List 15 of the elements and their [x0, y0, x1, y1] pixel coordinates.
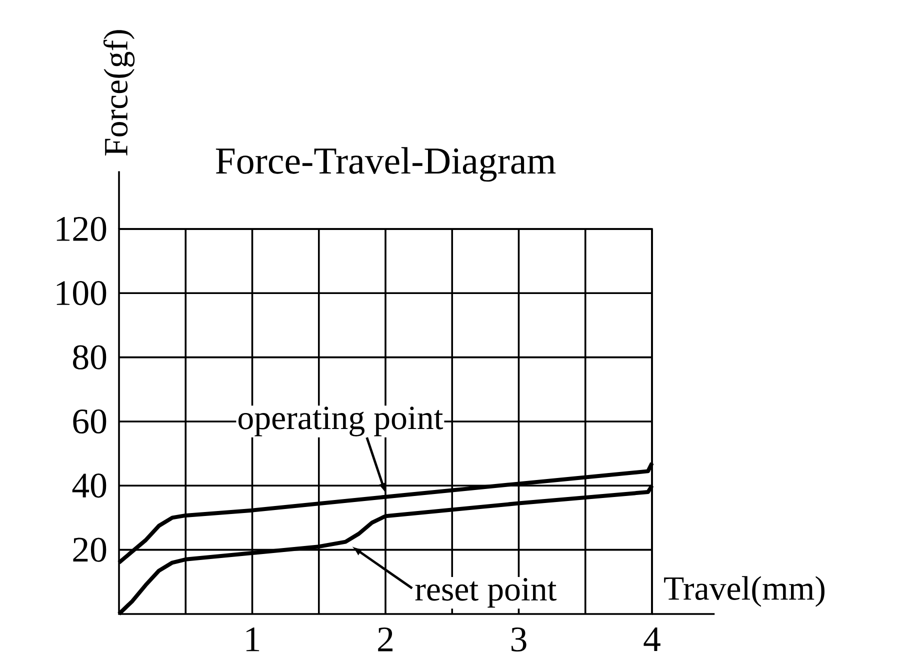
- y-tick-label: 120: [56, 216, 106, 242]
- annotation: operating point: [238, 406, 444, 436]
- annotation: reset point: [415, 578, 557, 608]
- x-tick-label: 1: [246, 628, 260, 652]
- x-tick-label: 3: [511, 628, 526, 652]
- y-tick-label: 40: [72, 474, 106, 498]
- x-axis-title: Travel(mm): [664, 576, 824, 607]
- y-tick-label: 80: [73, 345, 106, 370]
- y-tick-label: 60: [73, 409, 106, 434]
- x-tick-label: 4: [644, 628, 660, 652]
- y-tick-label: 100: [56, 281, 106, 306]
- y-tick-label: 20: [73, 538, 106, 562]
- chart-title: Force-Travel-Diagram: [216, 147, 556, 182]
- y-axis-title: Force(gf): [103, 30, 135, 156]
- x-tick-label: 2: [378, 628, 392, 652]
